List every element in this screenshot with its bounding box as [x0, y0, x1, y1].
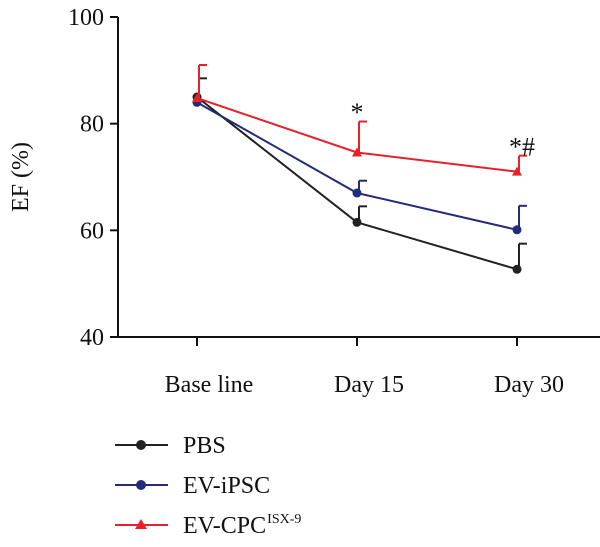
legend-label: EV-iPSC: [183, 473, 270, 499]
y-axis-label: EF (%): [8, 142, 34, 212]
data-point: [512, 166, 522, 176]
data-point: [352, 217, 362, 227]
x-tick-label: Day 15: [334, 372, 404, 398]
legend-marker: [136, 480, 146, 490]
y-tick-label: 100: [68, 5, 104, 31]
legend-item: EV-iPSC: [115, 473, 270, 499]
y-tick-label: 40: [80, 325, 104, 351]
series-ev-cpc: [192, 64, 527, 176]
significance-mark: *#: [509, 133, 535, 162]
legend-item: PBS: [115, 433, 226, 459]
x-ticks: Base line Day 15 Day 30: [165, 337, 564, 398]
legend-marker: [135, 519, 147, 529]
y-ticks: 40 60 80 100: [68, 5, 118, 351]
legend-marker: [136, 440, 146, 450]
data-point: [352, 188, 362, 198]
data-point: [512, 225, 522, 235]
legend-label: EV-CPCISX-9: [183, 512, 301, 539]
y-tick-label: 60: [80, 218, 104, 244]
legend-label: PBS: [183, 433, 226, 459]
x-tick-label: Base line: [165, 372, 254, 398]
data-point: [512, 264, 522, 274]
y-tick-label: 80: [80, 112, 104, 138]
legend-item: EV-CPCISX-9: [115, 512, 301, 539]
significance-mark: *: [351, 98, 364, 127]
legend: PBS EV-iPSC EV-CPCISX-9: [115, 433, 301, 539]
series-ev-ipsc: [192, 97, 527, 235]
x-tick-label: Day 30: [494, 372, 564, 398]
axes: [117, 17, 600, 338]
series-group: [192, 64, 527, 274]
data-point: [352, 147, 362, 157]
annotations: * *#: [351, 98, 536, 162]
data-point: [192, 93, 202, 103]
